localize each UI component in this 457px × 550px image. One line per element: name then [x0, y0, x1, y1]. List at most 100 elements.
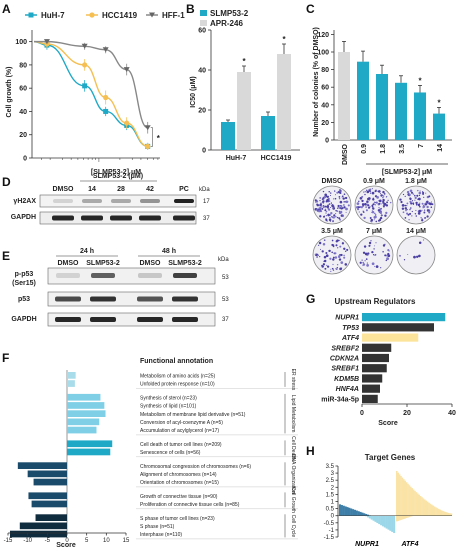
group-label: ER stress: [290, 369, 296, 391]
colony: [413, 255, 416, 259]
band-p53: [137, 296, 163, 302]
target-bar-nupr1: [361, 512, 364, 516]
lane-e-dmso-48: DMSO: [140, 260, 162, 267]
y-tick-label-h: 0: [331, 514, 335, 520]
colony: [326, 264, 328, 267]
target-bar-atf4: [396, 515, 398, 522]
colony: [406, 190, 410, 194]
panel-label-h: H: [306, 444, 315, 458]
colony: [323, 259, 327, 263]
y-tick-label-c: 60: [321, 85, 329, 92]
colony: [345, 211, 347, 213]
legend-apr246: APR-246: [210, 19, 243, 28]
colony: [369, 217, 372, 219]
colony: [387, 249, 390, 252]
x-tick-label-f: 0: [65, 538, 69, 544]
colony: [314, 199, 317, 202]
bar-b-slmp53-2: [261, 116, 275, 150]
bar-c: [357, 61, 369, 140]
category-label-b: HuH-7: [226, 155, 247, 162]
culture-well: [312, 235, 352, 275]
colony: [423, 196, 425, 198]
colony: [405, 209, 407, 212]
colony: [404, 207, 408, 210]
band-pp53: [173, 273, 197, 278]
colony: [384, 214, 387, 217]
culture-well: [396, 235, 436, 275]
gene-label-atf4: ATF4: [401, 541, 419, 548]
colony: [325, 254, 329, 258]
colony: [385, 259, 388, 262]
colony: [343, 247, 346, 250]
target-bar-atf4: [396, 470, 398, 516]
point-hcc1419: [103, 94, 109, 101]
annotation-header: Functional annotation: [140, 358, 213, 365]
colony: [400, 200, 403, 204]
colony: [422, 193, 425, 195]
colony: [421, 209, 423, 211]
lane-e-dmso-24: DMSO: [58, 260, 80, 267]
annotation-bar: [67, 402, 105, 409]
colony: [374, 265, 376, 267]
colony: [335, 215, 337, 218]
regulator-bar: [362, 364, 387, 373]
colony: [369, 206, 371, 208]
colony: [334, 190, 336, 192]
colony: [364, 252, 368, 256]
colony: [389, 201, 392, 204]
annotation-label: Synthesis of lipid (n=101): [140, 404, 197, 410]
colony: [417, 212, 421, 215]
annotation-label: Conversion of acyl-coenzyme A (n=5): [140, 420, 223, 426]
colony: [418, 205, 421, 208]
row-d-gapdh: GAPDH: [11, 214, 36, 221]
colony: [344, 196, 348, 200]
colony: [403, 259, 406, 261]
colony: [371, 262, 375, 266]
colony: [332, 256, 335, 259]
colony: [386, 201, 389, 204]
colony: [371, 191, 375, 195]
colony: [329, 214, 332, 216]
y-tick-label-c: 80: [321, 67, 329, 74]
target-bar-nupr1: [365, 515, 368, 517]
point-hff1: [102, 47, 109, 53]
regulator-label: NUPR1: [335, 315, 359, 322]
time-e-48h: 48 h: [162, 248, 176, 255]
target-bar-nupr1: [391, 515, 394, 532]
colony: [334, 252, 337, 255]
colony: [337, 247, 339, 249]
target-bar-nupr1: [372, 515, 375, 521]
y-tick-label-c: 40: [321, 102, 329, 109]
colony: [377, 200, 380, 202]
colony: [323, 195, 327, 199]
target-bar-atf4: [435, 507, 437, 516]
annotation-label: Proliferation of connective tissue cells…: [140, 502, 240, 508]
colony: [329, 217, 331, 219]
colony: [359, 261, 362, 264]
colony: [360, 213, 363, 216]
bar-c: [395, 82, 407, 140]
y-tick-label-c: 100: [317, 50, 329, 57]
colony: [325, 218, 328, 221]
ylabel-c: Number of colonies (% of DMSO): [313, 27, 320, 137]
colony: [387, 252, 390, 256]
colony: [320, 202, 322, 204]
category-label-c: 14: [437, 144, 444, 152]
target-bar-atf4: [422, 498, 425, 516]
significance-star-c: *: [437, 98, 441, 107]
band-gapdh: [139, 215, 161, 221]
colony: [339, 245, 342, 248]
colony: [366, 200, 369, 203]
colony: [364, 191, 366, 193]
target-bar-atf4: [400, 475, 402, 516]
annotation-bar: [67, 440, 113, 448]
colony: [331, 239, 334, 242]
colony: [408, 219, 410, 221]
colony: [407, 253, 409, 256]
band-gapdh-e: [90, 317, 116, 322]
colony: [334, 256, 338, 259]
colony: [418, 194, 421, 197]
annotation-bar: [67, 410, 106, 417]
annotation-label: Metabolism of amino acids (n=25): [140, 374, 216, 380]
kda-e: kDa: [218, 257, 229, 263]
